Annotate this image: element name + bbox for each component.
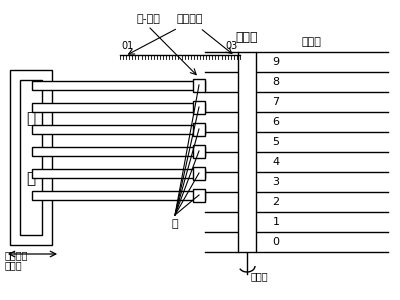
Text: 4: 4 <box>272 157 280 167</box>
Text: 磁盘组: 磁盘组 <box>236 31 258 44</box>
Text: 0: 0 <box>272 237 280 247</box>
Bar <box>10 70 52 245</box>
Text: 6: 6 <box>272 117 280 127</box>
Text: 旋转轴: 旋转轴 <box>251 271 269 281</box>
Bar <box>32 146 205 155</box>
Text: 磁道柱面: 磁道柱面 <box>177 14 203 24</box>
Bar <box>193 100 205 113</box>
Bar <box>193 145 205 158</box>
Text: 1: 1 <box>272 217 280 227</box>
Text: 03: 03 <box>226 41 238 51</box>
Bar <box>238 52 256 252</box>
Bar <box>32 80 205 89</box>
Bar <box>32 190 205 200</box>
Text: 2: 2 <box>272 197 280 207</box>
Bar <box>193 188 205 202</box>
Bar <box>20 80 42 235</box>
Text: 梳: 梳 <box>172 219 178 229</box>
Text: 存: 存 <box>26 112 36 127</box>
Text: 5: 5 <box>272 137 280 147</box>
Bar <box>32 169 205 178</box>
Text: 9: 9 <box>272 57 280 67</box>
Text: 取: 取 <box>26 171 36 186</box>
Text: 存取机构: 存取机构 <box>5 250 28 260</box>
Text: 01: 01 <box>122 41 134 51</box>
Text: 3: 3 <box>272 177 280 187</box>
Text: 8: 8 <box>272 77 280 87</box>
Bar <box>193 122 205 136</box>
Text: 的移动: 的移动 <box>5 260 23 270</box>
Bar <box>193 167 205 179</box>
Text: 读-写头: 读-写头 <box>136 14 160 24</box>
Text: 盘面号: 盘面号 <box>301 37 321 47</box>
Bar <box>32 124 205 134</box>
Bar <box>32 103 205 112</box>
Bar <box>193 79 205 92</box>
Text: 7: 7 <box>272 97 280 107</box>
